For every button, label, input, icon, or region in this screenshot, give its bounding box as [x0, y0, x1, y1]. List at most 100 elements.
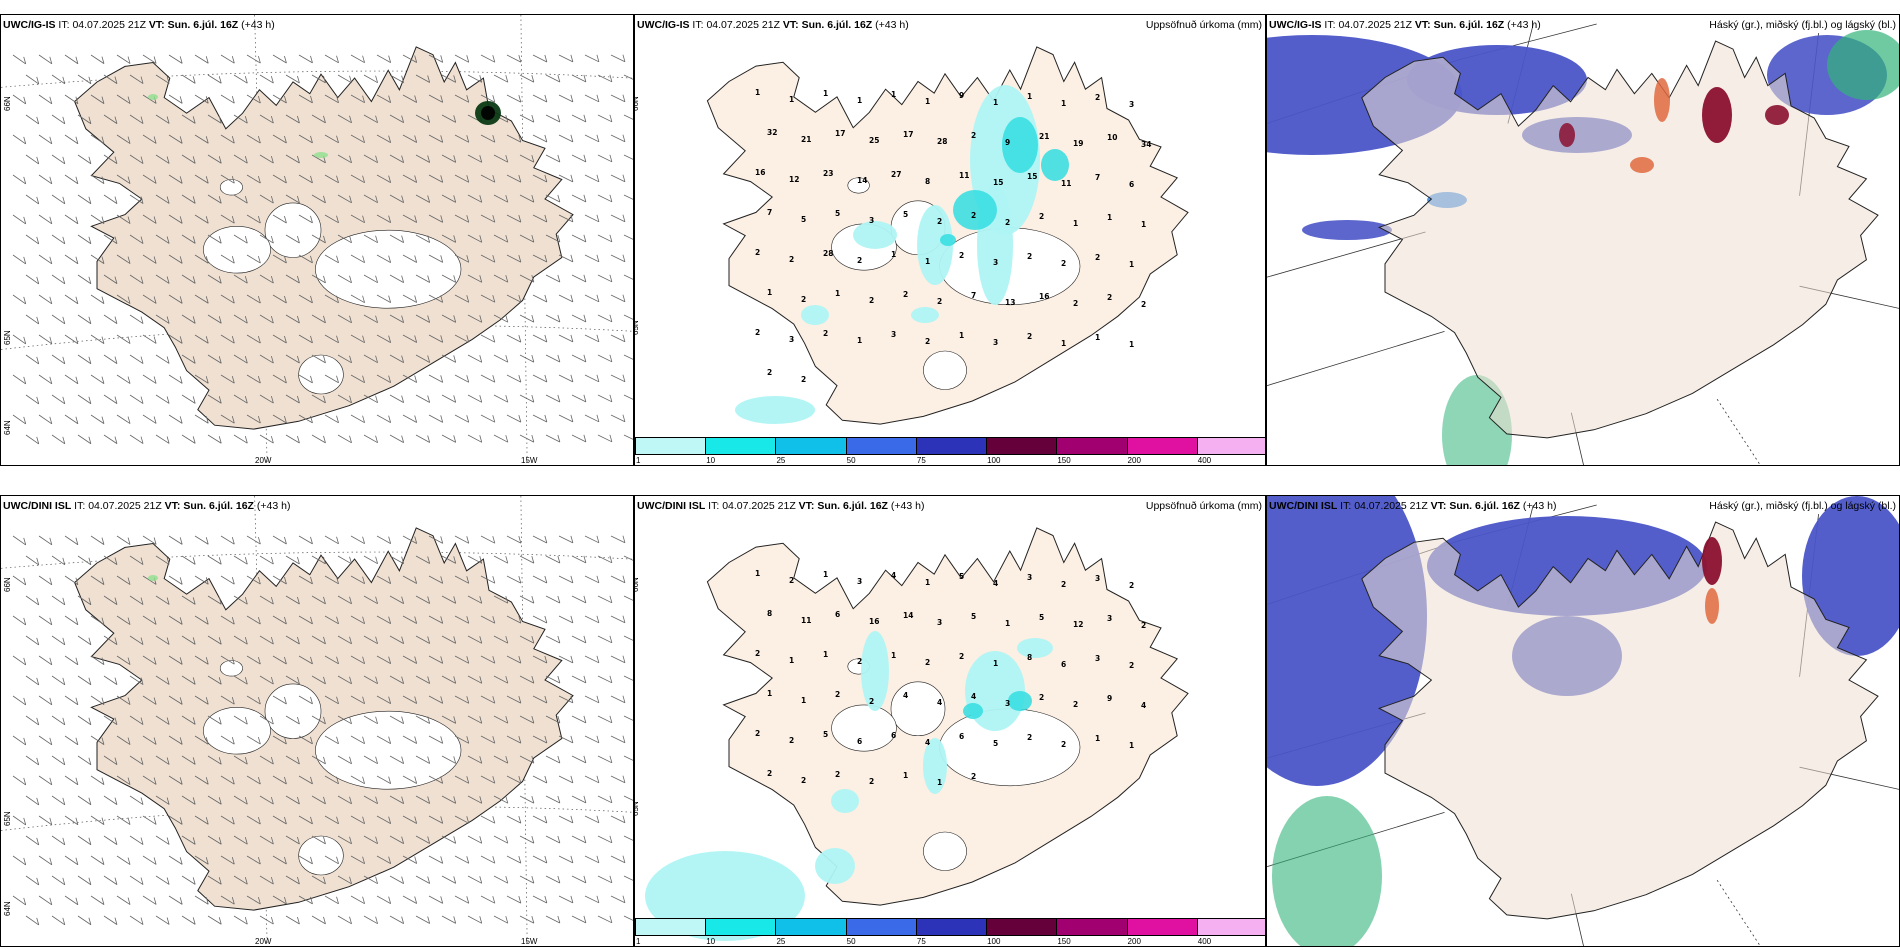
wind-barb-flag: [466, 536, 470, 544]
wind-barb-flag: [388, 576, 392, 584]
wind-barb-flag: [297, 876, 300, 885]
wind-barb-flag: [336, 616, 339, 624]
wind-barb: [272, 655, 287, 665]
precip-value-label: 4: [971, 692, 976, 701]
precip-value-label: 1: [767, 689, 772, 698]
wind-barb: [77, 274, 92, 285]
wind-barb: [610, 94, 626, 103]
wind-barb: [545, 795, 561, 804]
wind-barb-flag: [140, 236, 144, 244]
precip-value-label: 28: [823, 249, 833, 258]
wind-barb-flag: [231, 216, 235, 224]
wind-barb-flag: [297, 676, 300, 685]
precip-value-label: 34: [1141, 140, 1151, 149]
wind-barb: [298, 414, 313, 424]
wind-barb-flag: [570, 134, 574, 143]
wind-barb-flag: [140, 797, 144, 805]
wind-barb-flag: [388, 896, 392, 904]
wind-barb: [103, 274, 118, 284]
wind-barb-flag: [336, 175, 339, 183]
precip-value-label: 2: [1027, 733, 1032, 742]
wind-barb: [285, 194, 300, 204]
wind-barb-flag: [310, 696, 313, 704]
precip-value-label: 3: [789, 335, 794, 344]
wind-barb-flag: [388, 175, 392, 183]
wind-barb: [181, 795, 196, 805]
wind-barb: [168, 374, 183, 384]
wind-barb-flag: [101, 897, 105, 905]
wind-barb: [480, 134, 495, 143]
cloud-area: [1272, 796, 1382, 946]
wind-barb: [233, 234, 248, 244]
wind-barb-flag: [414, 135, 418, 143]
precip-value-label: 6: [857, 737, 862, 746]
wind-barb-flag: [49, 817, 53, 825]
wind-barb: [181, 915, 196, 925]
wind-barb-flag: [205, 176, 209, 184]
wind-barb-flag: [440, 415, 444, 423]
wind-barb-flag: [284, 816, 287, 825]
precip-value-label: 2: [1061, 740, 1066, 749]
wind-barb: [129, 635, 144, 645]
wind-barb-flag: [505, 195, 509, 203]
wind-barb: [415, 394, 430, 403]
wind-barb: [610, 615, 626, 624]
lat-label-65n: 65N: [634, 801, 640, 816]
wind-barb-flag: [192, 316, 196, 324]
wind-barb-flag: [231, 56, 235, 64]
precip-value-label: 5: [971, 612, 976, 621]
wind-barb: [155, 234, 170, 244]
wind-barb: [597, 194, 613, 203]
wind-barb: [337, 314, 352, 324]
wind-barb: [389, 875, 404, 884]
wind-barb-flag: [205, 376, 209, 384]
wind-barb: [220, 735, 235, 745]
wind-barb: [233, 434, 248, 444]
wind-barb-flag: [531, 314, 535, 323]
wind-barb-flag: [166, 797, 170, 805]
wind-barb-flag: [557, 595, 561, 604]
wind-barb-flag: [401, 115, 405, 123]
wind-barb-flag: [75, 376, 79, 384]
wind-barb-flag: [88, 637, 92, 645]
wind-barb-flag: [401, 75, 405, 83]
wind-barb: [480, 294, 495, 303]
wind-barb-flag: [257, 896, 261, 905]
wind-barb-flag: [101, 176, 105, 184]
wind-barb-flag: [453, 195, 457, 203]
wind-barb-flag: [505, 716, 509, 724]
wind-barb: [623, 394, 633, 400]
wind-barb-flag: [583, 154, 587, 163]
iceland-land: [706, 527, 1189, 906]
precip-value-label: 2: [971, 211, 976, 220]
wind-barb: [545, 274, 561, 283]
wind-barb-flag: [192, 76, 196, 84]
wind-barb-flag: [49, 697, 53, 705]
wind-barb-flag: [570, 414, 574, 423]
wind-barb-flag: [114, 76, 118, 84]
wind-barb: [51, 635, 66, 646]
wind-barb: [64, 214, 79, 225]
wind-barb-flag: [179, 657, 183, 665]
wind-barb: [129, 675, 144, 685]
precip-value-label: 1: [1129, 741, 1134, 750]
legend-swatch: [845, 437, 917, 455]
wind-barb-flag: [62, 757, 66, 765]
wind-barb-flag: [479, 916, 483, 924]
wind-barb-flag: [570, 575, 574, 584]
wind-barb: [428, 855, 443, 864]
legend-tick-label: 25: [776, 937, 786, 946]
wind-barb-flag: [310, 55, 313, 63]
panel-title: UWC/DINI ISL IT: 04.07.2025 21Z VT: Sun.…: [3, 500, 291, 512]
wind-barb-flag: [557, 434, 561, 443]
wind-barb: [272, 254, 287, 264]
wind-barb: [532, 254, 548, 263]
wind-barb-flag: [310, 616, 313, 624]
wind-barb-flag: [401, 756, 405, 764]
wind-barb-flag: [466, 295, 470, 303]
wind-barb: [571, 234, 587, 243]
precip-value-label: 1: [835, 289, 840, 298]
wind-barb: [363, 314, 378, 324]
wind-barb-flag: [336, 536, 339, 544]
wind-barb-flag: [257, 95, 261, 104]
